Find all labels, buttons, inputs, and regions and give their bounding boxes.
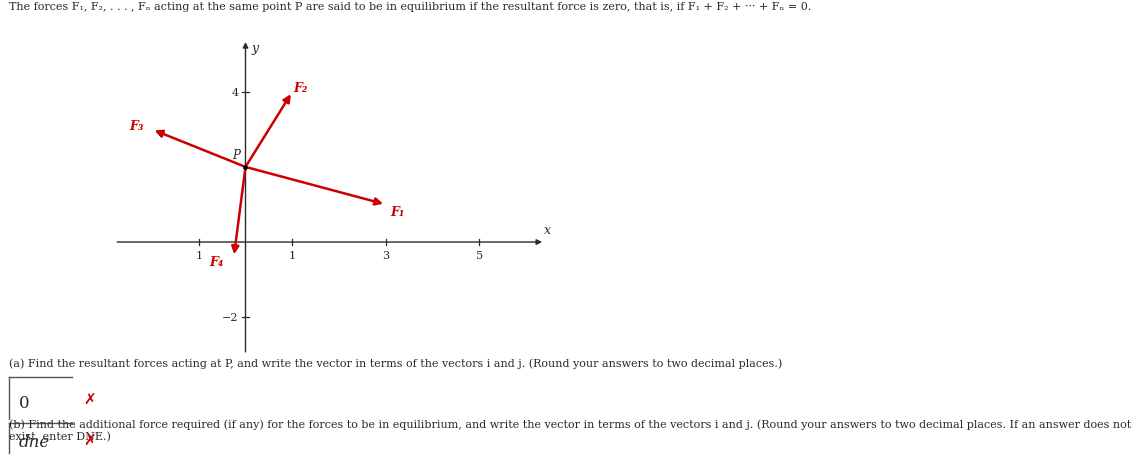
Text: 1: 1 [195,251,203,261]
Text: (b) Find the additional force required (if any) for the forces to be in equilibr: (b) Find the additional force required (… [9,419,1131,441]
Text: y: y [251,42,259,55]
Text: (a) Find the resultant forces acting at P, and write the vector in terms of the : (a) Find the resultant forces acting at … [9,357,782,368]
Text: F₄: F₄ [208,256,223,268]
Text: dne: dne [18,433,50,450]
Text: 0: 0 [18,394,30,411]
Text: F₁: F₁ [390,205,404,218]
Text: ✗: ✗ [84,392,96,407]
Text: 3: 3 [382,251,389,261]
Text: x: x [544,224,551,237]
Text: ✗: ✗ [84,433,96,448]
Text: 4: 4 [231,88,238,97]
Text: −2: −2 [222,313,238,323]
Text: F₃: F₃ [129,120,144,133]
Text: 1: 1 [289,251,295,261]
Text: P: P [232,149,240,162]
Text: 5: 5 [476,251,483,261]
Text: The forces F₁, F₂, . . . , Fₙ acting at the same point P are said to be in equil: The forces F₁, F₂, . . . , Fₙ acting at … [9,2,812,12]
Text: F₂: F₂ [293,81,308,95]
